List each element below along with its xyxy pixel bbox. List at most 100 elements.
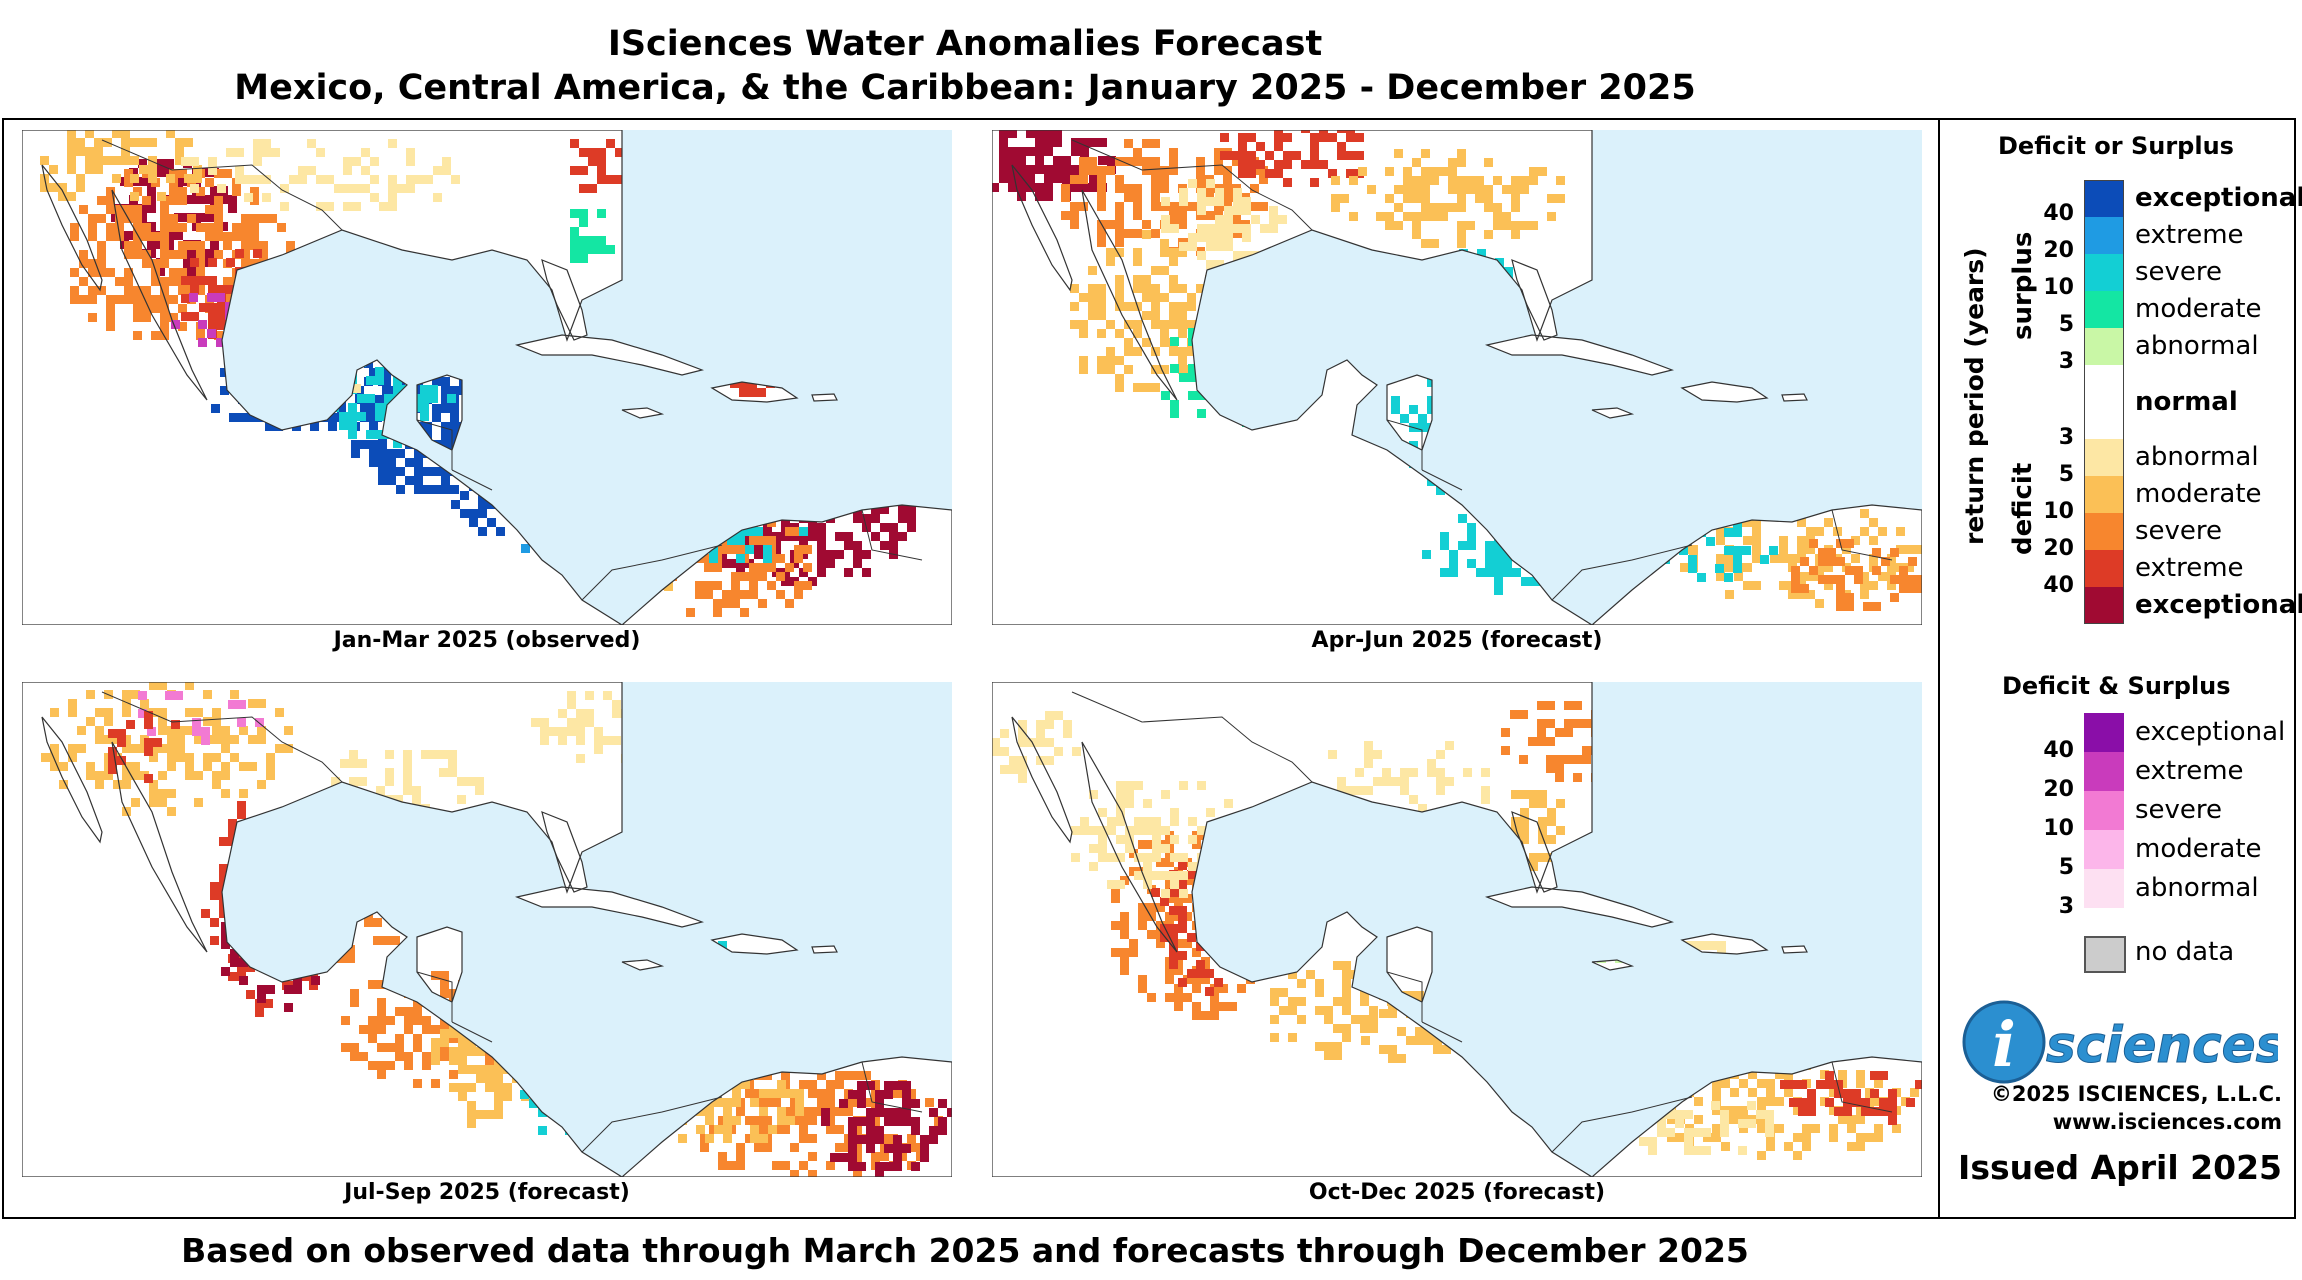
- land-puerto-rico: [812, 394, 837, 401]
- legend-period-both-40: 40: [2043, 738, 2074, 763]
- legend-swatch-surplus-abnormal: [2084, 328, 2124, 365]
- legend-period-surplus-5: 5: [2058, 312, 2074, 337]
- legend-period-deficit-3: 3: [2058, 425, 2074, 450]
- issued-date: Issued April 2025: [1958, 1148, 2282, 1187]
- coast-north-america: [992, 130, 1594, 625]
- land-hispaniola: [1682, 382, 1767, 402]
- country-border: [416, 971, 453, 1022]
- land-puerto-rico: [812, 946, 837, 953]
- coast-mexico-mainland-gap: [1081, 741, 1178, 953]
- country-border: [581, 1096, 723, 1153]
- map-panel-oct-dec: Oct-Dec 2025 (forecast): [992, 682, 1922, 1205]
- country-border: [1071, 139, 1313, 231]
- legend-axis-label: return period (years): [1960, 247, 1989, 545]
- legend-swatch-normal: [2084, 365, 2124, 439]
- legend-label-surplus-exceptional: exceptional: [2135, 183, 2302, 213]
- legend-period-deficit-40: 40: [2043, 573, 2074, 598]
- coast-jamaica: [1591, 407, 1635, 419]
- country-border: [1551, 1096, 1693, 1153]
- panel-caption: Jul-Sep 2025 (forecast): [344, 1180, 630, 1205]
- legend-swatch-surplus-exceptional: [2084, 180, 2124, 217]
- map-panel-apr-jun: Apr-Jun 2025 (forecast): [992, 130, 1922, 653]
- coast-florida: [541, 259, 588, 341]
- country-border: [1551, 544, 1693, 601]
- coast-puerto-rico: [1781, 945, 1808, 954]
- coast-yucatan: [416, 926, 463, 1003]
- copyright: ©2025 ISCIENCES, L.L.C.: [1990, 1082, 2282, 1106]
- legend-label-both-extreme: extreme: [2135, 756, 2244, 786]
- coast-mexico-mainland-gap: [1081, 189, 1178, 401]
- legend-label-normal: normal: [2135, 386, 2238, 417]
- legend-swatch-deficit-severe: [2084, 513, 2124, 550]
- coast-south-america: [621, 1056, 952, 1177]
- map-jan-mar: [22, 130, 952, 625]
- country-border: [1421, 469, 1463, 491]
- coast-baja: [41, 164, 103, 292]
- legend-swatch-surplus-moderate: [2084, 291, 2124, 328]
- legend-period-both-5: 5: [2058, 855, 2074, 880]
- coast-hispaniola: [710, 381, 799, 403]
- legend-period-both-10: 10: [2043, 816, 2074, 841]
- coast-yucatan: [416, 374, 463, 451]
- land-florida: [542, 812, 587, 892]
- land-cuba: [1487, 887, 1672, 927]
- country-border: [416, 419, 453, 470]
- coast-cuba: [514, 334, 705, 376]
- map-apr-jun: [992, 130, 1922, 625]
- country-border: [101, 139, 343, 231]
- legend-label-surplus-moderate: moderate: [2135, 294, 2262, 324]
- legend-label-deficit-moderate: moderate: [2135, 479, 2262, 509]
- country-border: [451, 469, 493, 491]
- coast-puerto-rico: [811, 393, 838, 402]
- country-border: [861, 1061, 923, 1113]
- panel-caption: Oct-Dec 2025 (forecast): [1308, 1180, 1606, 1205]
- coast-jamaica: [621, 407, 665, 419]
- coast-mexico-mainland-gap: [111, 741, 208, 953]
- country-border: [451, 1021, 493, 1043]
- coast-puerto-rico: [1781, 393, 1808, 402]
- land-florida: [542, 260, 587, 340]
- coast-cuba: [514, 886, 705, 928]
- legend-scale-outline: [2084, 180, 2124, 624]
- land-yucatan: [417, 927, 462, 1002]
- legend-label-deficit-abnormal: abnormal: [2135, 442, 2259, 472]
- legend-label-surplus-abnormal: abnormal: [2135, 331, 2259, 361]
- legend-swatch-deficit-moderate: [2084, 476, 2124, 513]
- logo-circle: [1962, 1000, 2046, 1084]
- country-border: [1386, 419, 1423, 470]
- logo-letter: i: [1992, 1008, 2016, 1081]
- country-border: [581, 544, 723, 601]
- country-border: [1386, 971, 1423, 1022]
- coast-florida: [1511, 259, 1558, 341]
- legend-label-both-exceptional: exceptional: [2135, 717, 2286, 747]
- title-line-1: ISciences Water Anomalies Forecast: [607, 24, 1323, 64]
- panel-caption: Apr-Jun 2025 (forecast): [1311, 628, 1603, 653]
- legend-label-deficit-extreme: extreme: [2135, 553, 2244, 583]
- country-border: [101, 691, 343, 783]
- legend-swatch-no-data: [2084, 936, 2126, 973]
- legend-label-both-abnormal: abnormal: [2135, 873, 2259, 903]
- main-frame: [2, 118, 2296, 1219]
- legend-title-deficit-or-surplus: Deficit or Surplus: [1998, 132, 2234, 160]
- coast-jamaica: [1591, 959, 1635, 971]
- legend-label-deficit-exceptional: exceptional: [2135, 590, 2302, 620]
- coast-north-america: [22, 130, 624, 625]
- legend-period-deficit-10: 10: [2043, 499, 2074, 524]
- legend-label-deficit-severe: severe: [2135, 516, 2223, 546]
- legend-swatch-deficit-abnormal: [2084, 439, 2124, 476]
- legend-title-deficit-and-surplus: Deficit & Surplus: [2002, 672, 2231, 700]
- coast-cuba: [1484, 334, 1675, 376]
- land-mexico-mainland-gap: [112, 742, 207, 952]
- legend-label-both-moderate: moderate: [2135, 834, 2262, 864]
- legend-swatch-surplus-severe: [2084, 254, 2124, 291]
- coast-south-america: [1591, 504, 1922, 625]
- land-cuba: [1487, 335, 1672, 375]
- coast-yucatan: [1386, 926, 1433, 1003]
- land-baja: [1012, 717, 1072, 842]
- coast-north-america: [22, 682, 624, 1177]
- legend-period-surplus-3: 3: [2058, 349, 2074, 374]
- legend-period-surplus-10: 10: [2043, 275, 2074, 300]
- country-border: [1831, 1061, 1893, 1113]
- coast-north-america: [992, 682, 1594, 1177]
- coast-florida: [541, 811, 588, 893]
